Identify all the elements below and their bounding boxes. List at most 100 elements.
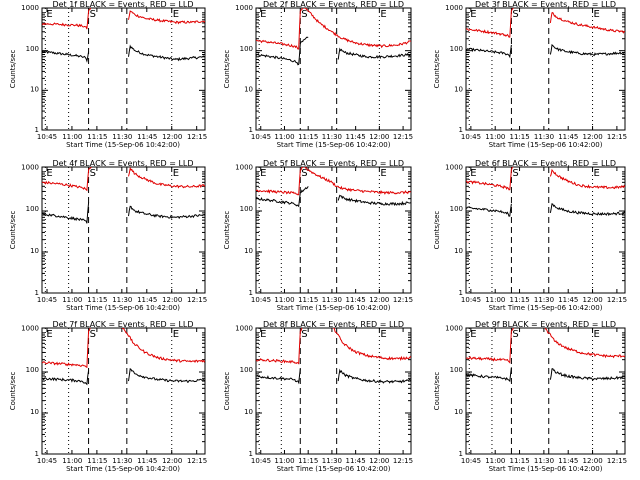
- x-tick-label-5: 12:00: [162, 457, 182, 465]
- x-tick-label-6: 12:15: [187, 457, 207, 465]
- series-lld: [256, 167, 411, 196]
- x-tick-label-2: 11:15: [87, 296, 107, 304]
- panel-title: Det 1f BLACK = Events, RED = LLD: [52, 0, 193, 9]
- panel-title: Det 3f BLACK = Events, RED = LLD: [475, 0, 616, 9]
- x-tick-label-3: 11:30: [534, 457, 554, 465]
- panel-det-7f: Det 7f BLACK = Events, RED = LLD 1 10 10…: [9, 320, 207, 473]
- series-lld: [42, 167, 205, 192]
- x-tick-label-0: 10:45: [251, 296, 271, 304]
- x-tick-label-0: 10:45: [37, 296, 57, 304]
- y-tick-label-2: 100: [240, 205, 253, 213]
- marker-label-4: E: [380, 168, 386, 179]
- y-tick-label-1: 10: [454, 247, 463, 255]
- x-tick-label-0: 10:45: [251, 457, 271, 465]
- y-tick-label-2: 100: [240, 366, 253, 374]
- x-tick-label-5: 12:00: [583, 457, 603, 465]
- y-tick-label-3: 1000: [21, 324, 39, 332]
- y-tick-label-1: 10: [454, 408, 463, 416]
- x-tick-label-5: 12:00: [369, 296, 389, 304]
- x-tick-label-4: 11:45: [137, 133, 157, 141]
- y-tick-label-0: 1: [35, 450, 39, 458]
- axis-ticks: [42, 8, 205, 131]
- x-tick-label-4: 11:45: [137, 296, 157, 304]
- marker-label-4: E: [594, 329, 600, 340]
- x-tick-label-6: 12:15: [187, 296, 207, 304]
- x-tick-label-2: 11:15: [510, 296, 530, 304]
- marker-lines: [258, 8, 380, 130]
- x-tick-label-1: 11:00: [274, 133, 294, 141]
- x-tick-label-4: 11:45: [346, 457, 366, 465]
- series-events: [256, 368, 411, 385]
- x-axis-label: Start Time (15-Sep-06 10:42:00): [66, 141, 180, 149]
- plot-frame: [465, 327, 626, 455]
- y-tick-label-2: 100: [26, 205, 39, 213]
- marker-label-0: E: [46, 168, 52, 179]
- panel-title: Det 5f BLACK = Events, RED = LLD: [263, 159, 404, 168]
- plot-frame: [41, 327, 206, 455]
- x-tick-label-6: 12:15: [607, 457, 627, 465]
- panel-title: Det 6f BLACK = Events, RED = LLD: [475, 159, 616, 168]
- x-tick-label-1: 11:00: [274, 296, 294, 304]
- y-tick-label-3: 1000: [445, 163, 463, 171]
- x-tick-label-1: 11:00: [485, 457, 505, 465]
- x-axis-label: Start Time (15-Sep-06 10:42:00): [277, 304, 391, 312]
- panel-title: Det 2f BLACK = Events, RED = LLD: [263, 0, 404, 9]
- marker-label-4: E: [173, 329, 179, 340]
- series-lld: [466, 8, 625, 38]
- axis-ticks: [256, 8, 411, 131]
- x-tick-label-6: 12:15: [393, 457, 413, 465]
- marker-label-2: S: [512, 168, 518, 179]
- marker-lines: [44, 167, 173, 293]
- y-tick-label-0: 1: [459, 289, 463, 297]
- marker-label-2: S: [90, 329, 96, 340]
- y-tick-label-1: 10: [30, 86, 39, 94]
- y-tick-label-0: 1: [249, 126, 253, 134]
- x-tick-label-1: 11:00: [274, 457, 294, 465]
- panel-det-8f: Det 8f BLACK = Events, RED = LLD 1 10 10…: [223, 320, 413, 473]
- y-tick-label-3: 1000: [445, 324, 463, 332]
- x-tick-label-6: 12:15: [393, 296, 413, 304]
- series-events: [42, 44, 205, 63]
- x-tick-label-1: 11:00: [485, 133, 505, 141]
- x-tick-label-4: 11:45: [558, 133, 578, 141]
- x-axis-label: Start Time (15-Sep-06 10:42:00): [489, 465, 603, 473]
- x-tick-label-1: 11:00: [62, 133, 82, 141]
- marker-label-4: E: [173, 168, 179, 179]
- y-tick-label-1: 10: [30, 247, 39, 255]
- y-axis-label: Counts/sec: [433, 50, 441, 89]
- marker-label-0: E: [470, 329, 476, 340]
- x-tick-label-3: 11:30: [112, 133, 132, 141]
- y-tick-label-0: 1: [459, 126, 463, 134]
- x-tick-label-6: 12:15: [607, 133, 627, 141]
- series-events: [42, 367, 205, 386]
- axis-ticks: [256, 328, 411, 455]
- y-axis-label: Counts/sec: [9, 372, 17, 411]
- x-tick-label-5: 12:00: [162, 296, 182, 304]
- marker-lines: [258, 167, 380, 293]
- marker-lines: [44, 328, 173, 454]
- series-lld: [256, 8, 411, 50]
- x-tick-label-0: 10:45: [37, 457, 57, 465]
- marker-label-0: E: [260, 329, 266, 340]
- axis-ticks: [256, 167, 411, 294]
- marker-label-0: E: [470, 9, 476, 20]
- axis-ticks: [466, 328, 625, 455]
- panel-det-9f: Det 9f BLACK = Events, RED = LLD 1 10 10…: [433, 320, 627, 473]
- x-tick-label-3: 11:30: [112, 296, 132, 304]
- y-tick-label-1: 10: [30, 408, 39, 416]
- x-tick-label-1: 11:00: [485, 296, 505, 304]
- x-tick-label-4: 11:45: [346, 133, 366, 141]
- y-tick-label-3: 1000: [235, 324, 253, 332]
- marker-label-2: S: [512, 9, 518, 20]
- y-tick-label-2: 100: [450, 45, 463, 53]
- x-tick-label-6: 12:15: [393, 133, 413, 141]
- x-tick-label-2: 11:15: [298, 296, 318, 304]
- x-tick-label-3: 11:30: [322, 457, 342, 465]
